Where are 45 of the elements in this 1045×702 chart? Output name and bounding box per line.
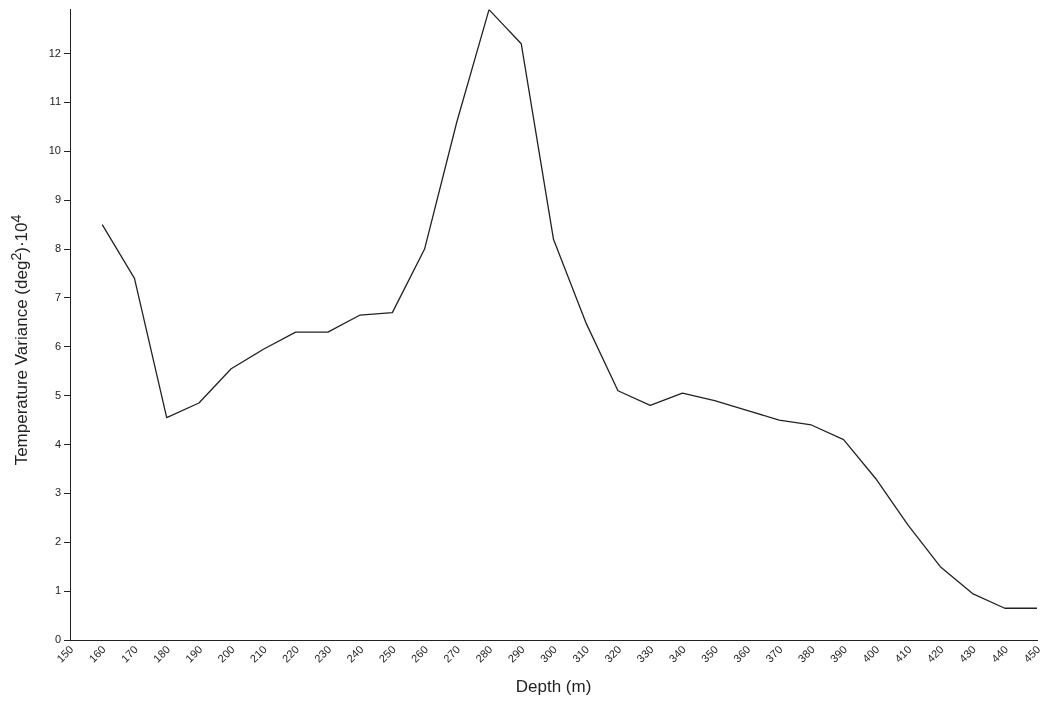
x-axis-title: Depth (m) [515, 677, 592, 697]
x-tick-label: 320 [602, 643, 624, 665]
x-tick-label: 390 [827, 643, 850, 665]
y-tick-label: 8 [54, 242, 61, 255]
y-tick-label: 5 [54, 388, 61, 401]
x-tick-label: 440 [988, 643, 1011, 665]
y-tick-label: 11 [49, 95, 61, 108]
x-tick-label: 200 [215, 643, 237, 665]
x-tick-label: 160 [86, 643, 108, 665]
x-tick-label: 300 [537, 643, 560, 665]
x-tick-label: 290 [505, 643, 527, 665]
x-tick-label: 370 [763, 643, 785, 665]
x-tick-label: 180 [150, 643, 173, 665]
x-tick-label: 360 [730, 643, 753, 665]
x-tick-label: 260 [408, 643, 431, 665]
x-tick-label: 190 [183, 643, 205, 665]
x-tick-label: 380 [795, 643, 817, 665]
x-tick-label: 220 [279, 643, 302, 665]
x-tick-label: 310 [569, 643, 592, 665]
x-tick-label: 340 [666, 643, 688, 665]
x-tick-label: 330 [634, 643, 656, 665]
x-tick-label: 280 [473, 643, 495, 665]
y-tick-label: 3 [54, 486, 61, 499]
y-tick-label: 9 [54, 193, 61, 206]
y-tick-label: 6 [54, 339, 61, 352]
x-tick-label: 150 [54, 643, 76, 665]
y-tick-label: 0 [54, 633, 61, 646]
x-tick-label: 430 [956, 643, 979, 665]
y-tick-label: 1 [54, 584, 61, 597]
y-tick-label: 12 [48, 46, 61, 59]
y-tick-label: 4 [54, 437, 61, 450]
x-tick-label: 420 [924, 643, 946, 665]
x-tick-label: 210 [247, 643, 269, 665]
x-tick-label: 230 [311, 643, 334, 665]
y-tick-label: 7 [54, 290, 61, 303]
y-tick-label: 10 [48, 144, 61, 157]
x-tick-label: 400 [859, 643, 882, 665]
x-tick-label: 270 [440, 643, 463, 665]
x-tick-label: 240 [344, 643, 366, 665]
x-tick-label: 170 [118, 643, 141, 665]
y-tick-label: 2 [54, 535, 61, 548]
x-tick-label: 450 [1021, 643, 1043, 665]
x-tick-label: 410 [892, 643, 914, 665]
x-tick-label: 250 [376, 643, 398, 665]
x-tick-label: 350 [698, 643, 721, 665]
